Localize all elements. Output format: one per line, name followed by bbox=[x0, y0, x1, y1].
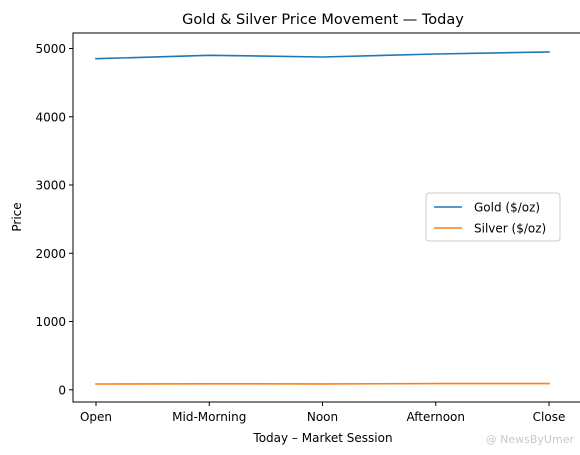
x-tick-label: Afternoon bbox=[407, 410, 466, 424]
y-tick-label: 0 bbox=[58, 383, 66, 397]
y-tick-label: 2000 bbox=[35, 247, 66, 261]
y-tick-label: 1000 bbox=[35, 315, 66, 329]
chart-title: Gold & Silver Price Movement — Today bbox=[182, 12, 464, 28]
plot-frame bbox=[72, 32, 580, 403]
watermark: @ NewsByUmer bbox=[486, 433, 575, 446]
legend-box bbox=[425, 192, 561, 242]
y-tick-label: 3000 bbox=[35, 179, 66, 193]
x-tick-label: Mid-Morning bbox=[172, 410, 246, 424]
legend: Gold ($/oz) Silver ($/oz) bbox=[425, 192, 561, 242]
series-line-gold bbox=[95, 51, 550, 60]
x-tick-label: Noon bbox=[307, 410, 338, 424]
series-layer bbox=[95, 51, 550, 385]
y-axis-label: Price bbox=[10, 202, 24, 231]
y-axis: 0 1000 2000 3000 4000 5000 bbox=[35, 42, 73, 397]
x-tick-label: Open bbox=[80, 410, 112, 424]
x-tick-label: Close bbox=[533, 410, 566, 424]
y-tick-label: 4000 bbox=[35, 110, 66, 124]
legend-label: Gold ($/oz) bbox=[474, 201, 540, 215]
legend-label: Silver ($/oz) bbox=[474, 222, 546, 236]
y-tick-label: 5000 bbox=[35, 42, 66, 56]
x-axis: Open Mid-Morning Noon Afternoon Close bbox=[80, 402, 565, 424]
x-axis-label: Today – Market Session bbox=[252, 431, 392, 445]
